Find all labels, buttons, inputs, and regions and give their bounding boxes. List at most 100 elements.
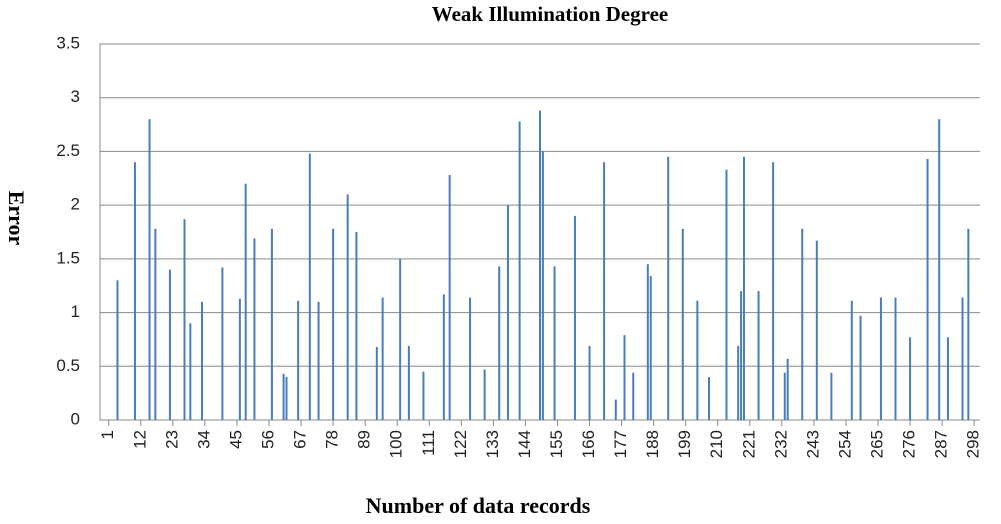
bar [783, 372, 786, 420]
bar [708, 377, 711, 420]
x-tick-label: 144 [515, 430, 534, 458]
bar [539, 110, 541, 420]
bar [667, 156, 670, 421]
bar [221, 267, 224, 420]
bar [646, 264, 649, 420]
bar [183, 219, 186, 420]
bar [407, 345, 410, 420]
bar [786, 358, 789, 420]
x-tick-label: 232 [771, 430, 790, 458]
bar [603, 162, 606, 420]
bar [116, 280, 119, 420]
bar [757, 291, 760, 420]
bar [850, 300, 853, 420]
bar [859, 315, 862, 420]
x-tick-label: 166 [579, 430, 598, 458]
bar [244, 183, 247, 420]
x-tick-label: 122 [451, 430, 470, 458]
bar [506, 205, 509, 420]
y-tick-label: 1 [71, 302, 80, 321]
bar [649, 276, 652, 420]
chart-title: Weak Illumination Degree [432, 2, 668, 26]
bar [422, 371, 425, 420]
bar [448, 175, 451, 420]
x-tick-label: 199 [675, 430, 694, 458]
bar [830, 372, 833, 420]
bar [725, 169, 728, 420]
x-tick-label: 221 [739, 430, 758, 458]
y-tick-label: 0 [71, 409, 80, 428]
bar [168, 269, 171, 420]
bar [632, 372, 635, 420]
bar [297, 300, 300, 420]
bar [346, 194, 349, 420]
bar [317, 301, 320, 420]
y-tick-label: 2 [71, 195, 80, 214]
bar [148, 119, 151, 420]
y-tick-label: 1.5 [56, 248, 80, 267]
bar [967, 228, 970, 420]
x-tick-label: 89 [355, 430, 374, 449]
bar [696, 300, 699, 420]
x-tick-label: 254 [835, 430, 854, 458]
x-tick-label: 45 [226, 430, 245, 449]
x-tick-label: 210 [707, 430, 726, 458]
y-axis-title: Error [4, 191, 29, 246]
x-tick-label: 287 [932, 430, 951, 458]
bar [308, 153, 311, 420]
bar [681, 228, 684, 420]
x-tick-label: 133 [483, 430, 502, 458]
bar [926, 158, 929, 420]
bar [740, 291, 743, 420]
x-tick-label: 67 [291, 430, 310, 449]
bar [573, 215, 576, 420]
bar [375, 346, 378, 420]
bar [815, 240, 818, 420]
bar [553, 266, 556, 420]
bar [879, 297, 882, 420]
y-tick-label: 3 [71, 87, 80, 106]
bar [894, 297, 897, 420]
x-tick-label: 298 [964, 430, 983, 458]
x-tick-label: 34 [194, 430, 213, 449]
x-tick-label: 100 [387, 430, 406, 458]
x-tick-label: 265 [867, 430, 886, 458]
bar [938, 119, 941, 420]
x-tick-label: 188 [643, 430, 662, 458]
x-tick-label: 56 [258, 430, 277, 449]
y-tick-label: 2.5 [56, 141, 80, 160]
bar [442, 294, 445, 420]
x-tick-label: 23 [162, 430, 181, 449]
bar [200, 301, 203, 420]
bar [909, 337, 912, 420]
x-axis-title: Number of data records [366, 493, 591, 518]
bar [332, 228, 335, 420]
bar [270, 228, 273, 420]
bar [614, 399, 617, 420]
bar [469, 297, 472, 420]
bar [483, 369, 486, 420]
bar [189, 323, 192, 420]
x-tick-label: 78 [323, 430, 342, 449]
bar [238, 298, 241, 420]
bar [541, 151, 544, 420]
x-tick-label: 177 [611, 430, 630, 458]
bar [801, 228, 804, 420]
x-tick-label: 276 [900, 430, 919, 458]
bar [623, 335, 626, 420]
bar [399, 258, 402, 420]
y-tick-label: 3.5 [56, 33, 80, 52]
bar [742, 156, 745, 421]
bar [355, 232, 358, 420]
bar [253, 238, 256, 420]
bar [282, 373, 285, 420]
x-tick-label: 12 [130, 430, 149, 449]
bar [772, 162, 775, 420]
bar [285, 377, 288, 420]
bar [518, 121, 521, 420]
bar [737, 345, 740, 420]
x-tick-label: 243 [803, 430, 822, 458]
x-tick-label: 111 [419, 430, 438, 456]
y-tick-label: 0.5 [56, 356, 80, 375]
